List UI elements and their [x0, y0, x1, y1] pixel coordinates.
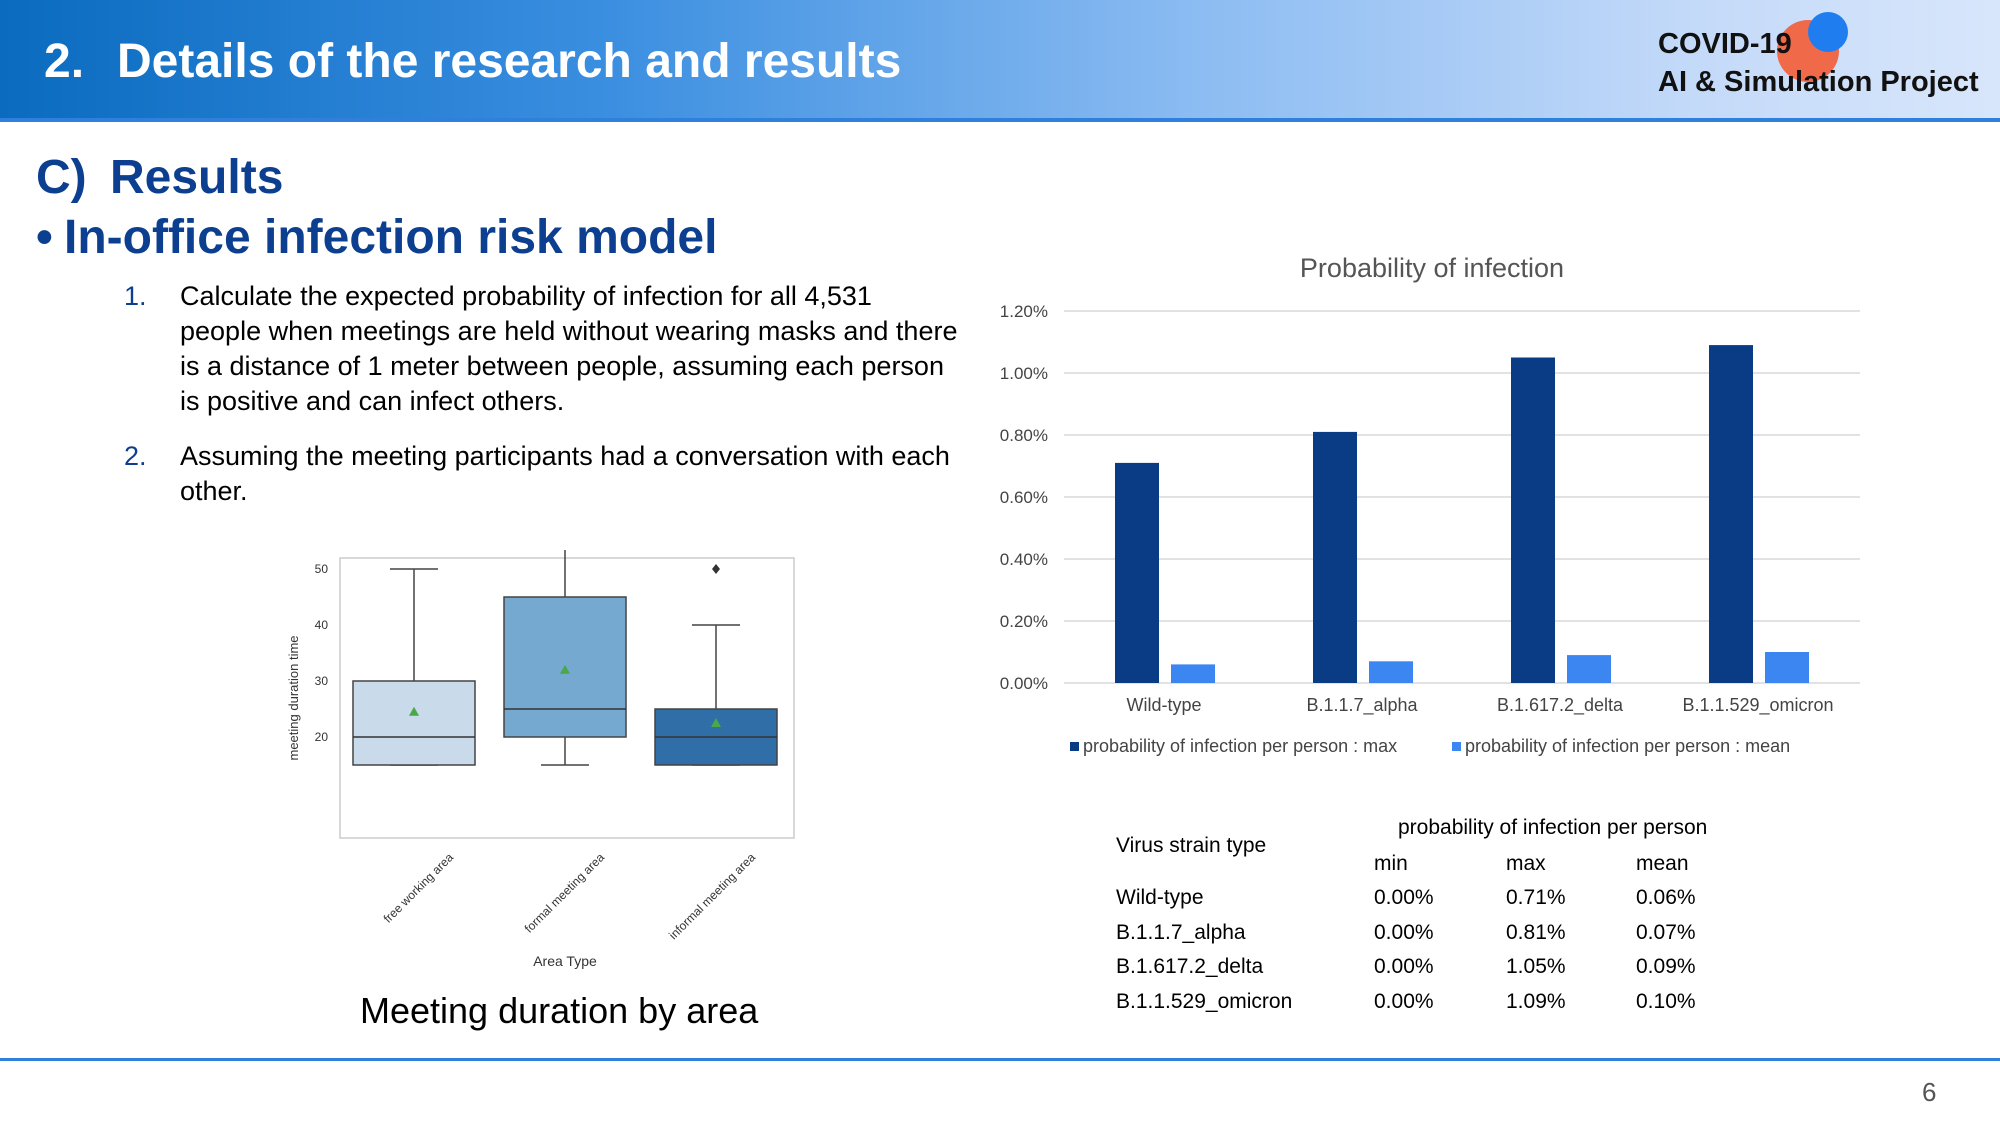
x-tick-label: B.1.617.2_delta — [1497, 695, 1624, 716]
logo-blue-circle-icon — [1808, 12, 1848, 52]
x-tick-label: B.1.1.7_alpha — [1306, 695, 1418, 716]
header-underline — [0, 118, 2000, 122]
table-cell: B.1.617.2_delta — [1116, 955, 1264, 978]
bar — [1115, 462, 1159, 683]
legend-label: probability of infection per person : ma… — [1083, 736, 1397, 756]
bullet-icon: • — [36, 211, 53, 264]
x-axis-label: Area Type — [533, 953, 597, 969]
x-tick-label: informal meeting area — [666, 850, 758, 942]
y-axis-label: meeting duration time — [286, 635, 301, 760]
table-cell: 1.09% — [1506, 989, 1566, 1013]
section-heading: C) Results — [36, 150, 283, 205]
header-banner — [0, 0, 2000, 118]
table-cell: B.1.1.529_omicron — [1116, 989, 1293, 1013]
bar — [1369, 661, 1413, 683]
table-column-header: mean — [1636, 852, 1689, 875]
table-cell: 0.06% — [1636, 886, 1696, 909]
box-mean-marker — [560, 664, 570, 674]
table-cell: 0.71% — [1506, 886, 1566, 909]
table-row-header: Virus strain type — [1116, 834, 1267, 857]
y-tick-label: 0.20% — [1000, 612, 1048, 631]
y-tick-label: 0.80% — [1000, 426, 1048, 445]
legend-swatch — [1452, 742, 1461, 751]
table-cell: 0.00% — [1374, 989, 1434, 1013]
y-tick-label: 50 — [315, 562, 329, 576]
legend-label: probability of infection per person : me… — [1465, 736, 1790, 756]
table-cell: 0.00% — [1374, 886, 1434, 909]
table-cell: 0.81% — [1506, 920, 1566, 944]
y-tick-label: 40 — [315, 618, 329, 632]
bar — [1511, 357, 1555, 683]
bar — [1765, 652, 1809, 683]
list-item-text: Assuming the meeting participants had a … — [180, 441, 950, 506]
section-label: C) — [36, 151, 87, 204]
box-mean-marker — [711, 718, 721, 727]
logo-text-line2: AI & Simulation Project — [1658, 66, 1979, 98]
table-cell: B.1.1.7_alpha — [1116, 920, 1246, 944]
list-item-number: 1. — [124, 281, 147, 311]
logo-text-line1: COVID-19 — [1658, 28, 1792, 60]
x-tick-label: free working area — [381, 850, 457, 926]
footer-line — [0, 1058, 2000, 1061]
box-outlier — [712, 564, 720, 574]
table-column-header: min — [1374, 852, 1408, 875]
bar-chart: Probability of infection 0.00% 0.20% 0.40% 0… — [1000, 253, 1860, 756]
bar — [1567, 655, 1611, 683]
table-cell: 0.00% — [1374, 955, 1434, 978]
y-tick-label: 1.20% — [1000, 302, 1048, 321]
table-cell: 0.07% — [1636, 920, 1696, 944]
list-item-number: 2. — [124, 441, 147, 471]
x-tick-label: Wild-type — [1126, 695, 1201, 715]
y-tick-label: 30 — [315, 674, 329, 688]
section-number: 2. — [44, 35, 85, 88]
table-cell: Wild-type — [1116, 886, 1204, 909]
y-tick-label: 0.40% — [1000, 550, 1048, 569]
list-item-text: Calculate the expected probability of in… — [180, 281, 958, 416]
boxplot-caption: Meeting duration by area — [360, 990, 759, 1031]
table-cell: 1.05% — [1506, 955, 1566, 978]
section-title: Results — [110, 151, 284, 204]
bar — [1313, 431, 1357, 683]
table-column-header: max — [1506, 852, 1546, 875]
y-tick-label: 0.60% — [1000, 488, 1048, 507]
bar — [1709, 345, 1753, 683]
y-tick-label: 20 — [315, 730, 329, 744]
subsection-heading: • In-office infection risk model — [36, 210, 717, 265]
y-tick-label: 0.00% — [1000, 674, 1048, 693]
x-tick-label: B.1.1.529_omicron — [1682, 695, 1833, 716]
chart-title: Probability of infection — [1300, 253, 1564, 283]
table-cell: 0.00% — [1374, 920, 1434, 944]
page-number: 6 — [1922, 1077, 1937, 1107]
legend-swatch — [1070, 742, 1079, 751]
box-mean-marker — [409, 706, 419, 716]
box-iqr — [352, 680, 476, 766]
y-tick-label: 1.00% — [1000, 364, 1048, 383]
table-cell: 0.09% — [1636, 955, 1696, 978]
subsection-title: In-office infection risk model — [64, 211, 718, 264]
bar — [1171, 664, 1215, 683]
x-tick-label: formal meeting area — [522, 850, 608, 936]
page-title: Details of the research and results — [117, 35, 902, 88]
table-cell: 0.10% — [1636, 989, 1696, 1013]
table-title: probability of infection per person — [1398, 816, 1708, 839]
